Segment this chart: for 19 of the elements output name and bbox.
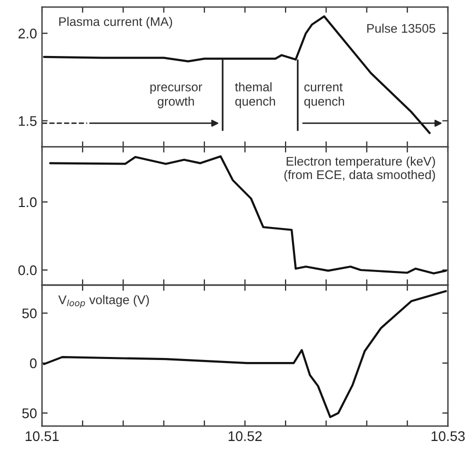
y-tick-label: 0.0 [18,265,37,276]
text: Electron temperature (keV) (from ECE, data smoothed) [284,156,435,182]
y-tick-label: 2.0 [18,28,37,38]
annotation: current quench [304,83,344,108]
annotation: precursor growth [150,84,202,108]
y-tick-label: 50 [22,308,37,318]
y-tick-label: 50 [22,408,37,418]
y-tick-label: 1.0 [18,197,37,208]
x-tick-label: 10.53 [432,431,465,442]
text: V$_{loop}$ voltage (V) [58,295,149,308]
annotation: Pulse 13505 [367,24,436,33]
text: Plasma current (MA) [59,16,172,29]
y-tick-label: 1.5 [18,116,37,126]
x-tick-label: 10.51 [26,431,59,442]
annotation: themal quench [235,82,276,108]
line-series [49,155,447,274]
x-tick-label: 10.52 [228,431,262,442]
line-series [42,290,447,418]
y-tick-label: 0 [30,358,37,368]
